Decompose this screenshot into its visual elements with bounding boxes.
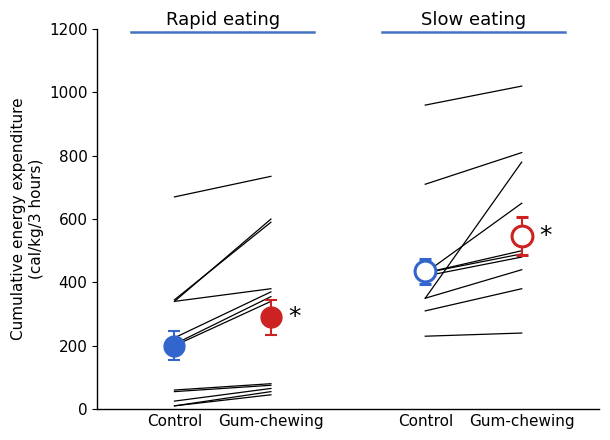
- Text: Rapid eating: Rapid eating: [166, 11, 280, 29]
- Text: *: *: [539, 224, 551, 249]
- Y-axis label: Cumulative energy expenditure
(cal/kg/3 hours): Cumulative energy expenditure (cal/kg/3 …: [11, 98, 43, 341]
- Text: Slow eating: Slow eating: [421, 11, 526, 29]
- Text: *: *: [289, 305, 301, 329]
